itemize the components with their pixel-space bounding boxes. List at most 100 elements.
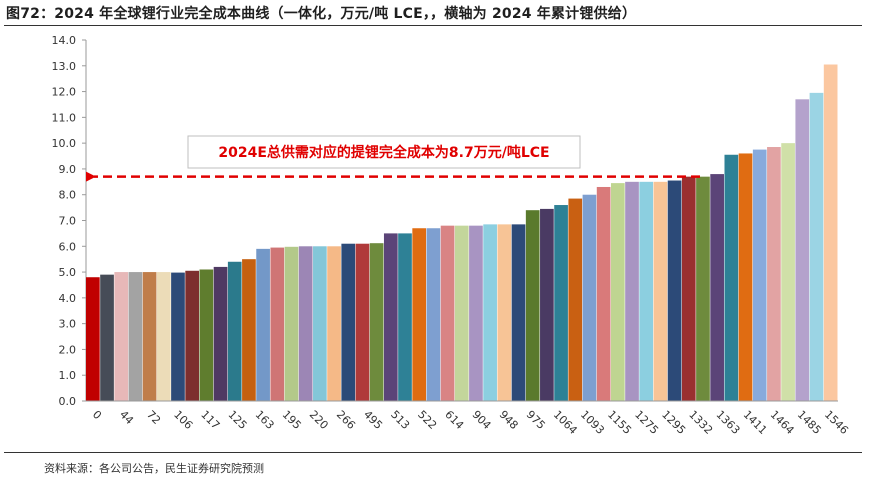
- y-tick-label: 3.0: [59, 318, 77, 331]
- x-tick-label: 614: [442, 408, 466, 432]
- bar: [156, 272, 171, 401]
- y-tick-label: 9.0: [59, 163, 77, 176]
- x-tick-label: 948: [497, 408, 521, 432]
- bar: [341, 243, 356, 401]
- y-tick-label: 12.0: [52, 86, 77, 99]
- bar-series: [86, 64, 838, 402]
- x-axis: 0 44 72 106 117 125 163 195 220 266 495 513 522 614 90…: [86, 400, 851, 437]
- bar: [511, 224, 526, 401]
- x-tick-label: 72: [144, 408, 163, 427]
- bar: [327, 246, 341, 401]
- bar: [724, 154, 739, 401]
- x-tick-label: 1464: [768, 408, 797, 437]
- bar: [242, 259, 256, 401]
- x-tick-label: 266: [334, 408, 358, 432]
- x-tick-label: 1064: [551, 408, 580, 437]
- x-tick-label: 44: [117, 408, 136, 427]
- bar: [625, 181, 639, 401]
- x-tick-label: 220: [307, 408, 331, 432]
- y-tick-label: 14.0: [52, 34, 77, 47]
- bar: [398, 233, 412, 401]
- bar: [525, 210, 540, 401]
- annotation-label: 2024E总供需对应的提锂完全成本为8.7万元/吨LCE: [218, 144, 549, 161]
- bar: [298, 246, 313, 401]
- bar: [313, 246, 327, 401]
- bar: [454, 225, 469, 401]
- bar: [653, 181, 668, 401]
- bar: [213, 266, 228, 401]
- x-tick-label: 163: [253, 408, 277, 432]
- bar: [270, 247, 285, 401]
- bar: [823, 64, 838, 401]
- bar: [171, 272, 185, 401]
- x-tick-label: 195: [280, 408, 304, 432]
- bar: [256, 248, 270, 401]
- bar: [710, 174, 724, 401]
- bar: [128, 272, 143, 401]
- y-tick-label: 0.0: [59, 395, 77, 408]
- bar: [596, 186, 611, 401]
- bar: [554, 205, 568, 401]
- x-tick-label: 125: [225, 408, 249, 432]
- bar: [610, 183, 625, 401]
- y-tick-label: 4.0: [59, 292, 77, 305]
- x-tick-label: 1363: [713, 408, 742, 437]
- bar: [369, 243, 384, 401]
- bar: [469, 225, 483, 401]
- y-tick-label: 2.0: [59, 343, 77, 356]
- bar: [795, 99, 810, 401]
- bar: [100, 274, 114, 401]
- x-tick-label: 904: [469, 408, 493, 432]
- x-tick-label: 1093: [578, 408, 607, 437]
- x-tick-label: 117: [198, 408, 222, 432]
- x-tick-label: 975: [524, 408, 548, 432]
- bar: [781, 143, 795, 401]
- bar: [355, 243, 370, 401]
- bar: [667, 180, 682, 401]
- bar: [142, 272, 157, 401]
- bar: [767, 147, 781, 401]
- bar: [412, 228, 427, 401]
- x-tick-label: 1332: [686, 408, 715, 437]
- bar: [696, 176, 710, 401]
- x-tick-label: 106: [171, 408, 195, 432]
- y-tick-label: 11.0: [52, 111, 77, 124]
- x-tick-label: 1275: [632, 408, 661, 437]
- bar: [681, 176, 696, 401]
- bar: [809, 92, 824, 402]
- y-tick-label: 13.0: [52, 60, 77, 73]
- bar: [582, 194, 597, 401]
- bar: [86, 277, 100, 401]
- bar: [185, 270, 200, 401]
- x-tick-label: 1546: [822, 408, 851, 437]
- x-tick-label: 495: [361, 408, 385, 432]
- y-tick-label: 7.0: [59, 215, 77, 228]
- x-tick-label: 522: [415, 408, 439, 432]
- bar: [114, 272, 129, 401]
- bar: [497, 224, 512, 401]
- y-tick-label: 10.0: [52, 137, 77, 150]
- x-tick-label: 1411: [741, 408, 770, 437]
- x-tick-label: 1295: [659, 408, 688, 437]
- chart-title: 图72：2024 年全球锂行业完全成本曲线（一体化，万元/吨 LCE，，横轴为 …: [6, 6, 637, 22]
- y-tick-label: 1.0: [59, 369, 77, 382]
- bar: [738, 153, 753, 401]
- annotation-box: [187, 135, 581, 169]
- annotation: 2024E总供需对应的提锂完全成本为8.7万元/吨LCE: [86, 135, 700, 182]
- bar: [426, 228, 441, 401]
- x-tick-label: 1155: [605, 408, 634, 437]
- bar: [639, 181, 654, 401]
- bar: [383, 233, 398, 401]
- x-tick-label: 513: [388, 408, 412, 432]
- bar: [199, 269, 214, 401]
- bar: [752, 149, 767, 401]
- bar: [440, 225, 455, 401]
- bar: [284, 246, 299, 401]
- x-tick-label: 0: [90, 408, 104, 422]
- bar: [483, 224, 497, 401]
- title-divider: [4, 25, 862, 26]
- y-tick-label: 6.0: [59, 240, 77, 253]
- y-tick-label: 5.0: [59, 266, 77, 279]
- bar: [540, 208, 554, 401]
